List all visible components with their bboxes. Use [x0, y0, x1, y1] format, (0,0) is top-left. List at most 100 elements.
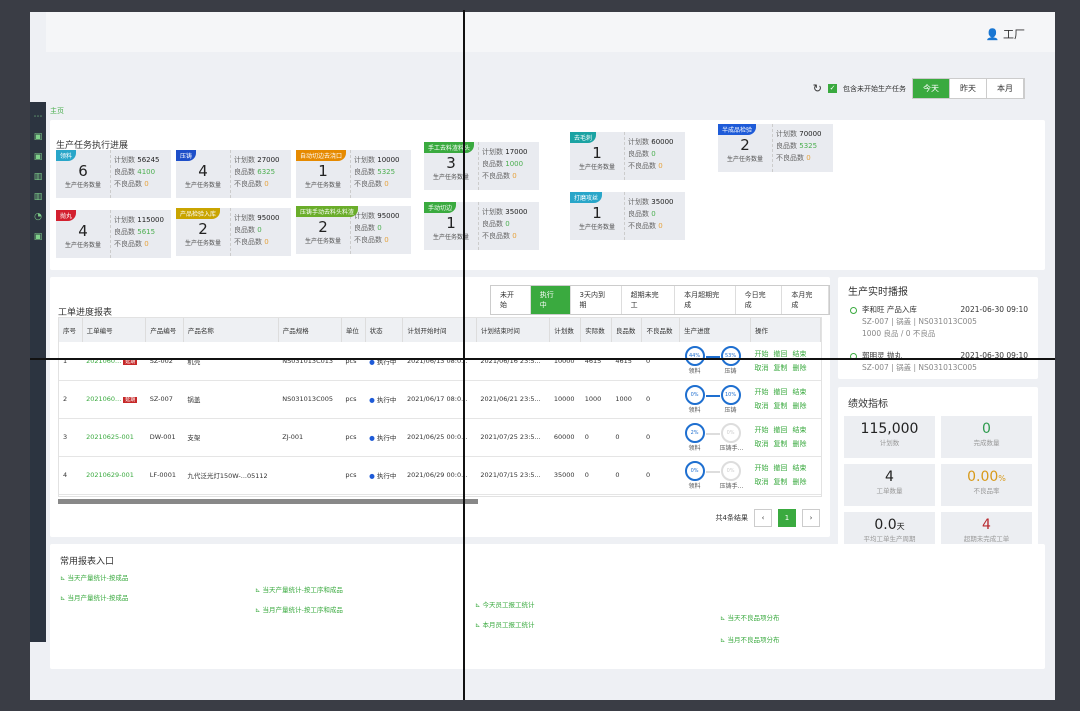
task-card[interactable]: 抛丸 4 生产任务数量 计划数 115000 良品数 5615 不良品数 0: [56, 210, 171, 258]
nav-icon-1[interactable]: ▣: [33, 132, 43, 142]
action-link[interactable]: 复制: [773, 440, 788, 448]
action-link[interactable]: 结束: [792, 464, 807, 472]
action-link[interactable]: 开始: [754, 464, 769, 472]
column-header[interactable]: 状态: [365, 318, 404, 342]
column-header[interactable]: 单位: [341, 318, 366, 342]
report-link[interactable]: ⊾ 当天不良品项分布: [720, 612, 780, 622]
column-header[interactable]: 产品名称: [183, 318, 279, 342]
action-link[interactable]: 取消: [754, 440, 769, 448]
clock-icon[interactable]: ◔: [34, 212, 42, 222]
action-link[interactable]: 删除: [792, 440, 807, 448]
breadcrumb[interactable]: 主页: [50, 107, 64, 115]
include-unstarted-checkbox[interactable]: ✓: [828, 84, 837, 93]
task-count-label: 生产任务数量: [432, 174, 469, 181]
code-text[interactable]: 2021060...: [86, 395, 122, 403]
tab-0[interactable]: 未开始: [491, 286, 531, 314]
code-text[interactable]: 2021060...: [86, 356, 122, 365]
task-card[interactable]: 产品检验入库 2 生产任务数量 计划数 95000 良品数 0 不良品数 0: [176, 208, 291, 256]
chart-icon: ⊾: [475, 601, 483, 609]
column-header[interactable]: 产品规格: [278, 318, 342, 342]
task-card[interactable]: 半成品检验 2 生产任务数量 计划数 70000 良品数 5325 不良品数 0: [718, 124, 833, 172]
report-link[interactable]: ⊾ 当月产量统计-按工序和成品: [255, 604, 343, 614]
action-link[interactable]: 复制: [773, 478, 788, 486]
good-text: 4615: [615, 356, 632, 365]
action-link[interactable]: 取消: [754, 478, 769, 486]
report-link[interactable]: ⊾ 当月产量统计-按成品: [60, 592, 128, 602]
action-link[interactable]: 复制: [773, 402, 788, 410]
action-link[interactable]: 结束: [792, 349, 807, 358]
column-header[interactable]: 实际数: [580, 318, 612, 342]
action-link[interactable]: 撤回: [773, 464, 788, 472]
column-header[interactable]: 产品编号: [145, 318, 184, 342]
period-2[interactable]: 本月: [987, 79, 1024, 98]
refresh-icon[interactable]: ↻: [812, 82, 822, 95]
period-1[interactable]: 昨天: [950, 79, 987, 98]
task-card[interactable]: 手工去料渣料头 3 生产任务数量 计划数 17000 良品数 1000 不良品数 0: [424, 142, 539, 190]
report-link[interactable]: ⊾ 当天产量统计-按成品: [60, 572, 128, 582]
cell-code[interactable]: 20210629-001: [82, 456, 146, 495]
task-card[interactable]: 领料 6 生产任务数量 计划数 56245 良品数 4100 不良品数 0: [56, 150, 171, 198]
period-0[interactable]: 今天: [913, 79, 950, 98]
action-link[interactable]: 结束: [792, 426, 807, 434]
kpi-value: 0.00: [967, 469, 999, 485]
report-link[interactable]: ⊾ 当月不良品项分布: [720, 634, 780, 644]
action-link[interactable]: 结束: [792, 388, 807, 396]
tab-4[interactable]: 本月超期完成: [675, 286, 736, 314]
column-header[interactable]: 操作: [750, 318, 821, 342]
step-name: 领料: [688, 444, 701, 452]
prev-page-button[interactable]: ‹: [754, 509, 772, 527]
end-text: 2021/06/21 23:5...: [480, 395, 541, 403]
tab-3[interactable]: 超期未完工: [622, 286, 676, 314]
column-header[interactable]: 良品数: [611, 318, 643, 342]
task-card[interactable]: 打磨攻丝 1 生产任务数量 计划数 35000 良品数 0 不良品数 0: [570, 192, 685, 240]
report-link[interactable]: ⊾ 本月员工报工统计: [475, 619, 535, 629]
column-header[interactable]: 计划数: [549, 318, 582, 342]
nav-icon-6[interactable]: ▣: [33, 232, 43, 242]
action-link[interactable]: 取消: [754, 402, 769, 410]
nav-icon-2[interactable]: ▣: [33, 152, 43, 162]
tab-1[interactable]: 执行中: [530, 286, 571, 314]
tab-5[interactable]: 今日完成: [736, 286, 783, 314]
column-header[interactable]: 序号: [59, 318, 83, 342]
action-link[interactable]: 撤回: [773, 426, 788, 434]
cell-code[interactable]: 20210625-001: [82, 418, 146, 457]
horizontal-scrollbar[interactable]: [58, 499, 478, 504]
column-header[interactable]: 工单编号: [82, 318, 147, 342]
code-text[interactable]: 20210629-001: [86, 471, 134, 479]
pcode-text: LF-0001: [149, 471, 176, 479]
cell-code[interactable]: 2021060... 延期: [82, 380, 146, 419]
nav-icon-3[interactable]: ▥: [33, 172, 43, 182]
action-link[interactable]: 开始: [754, 426, 769, 434]
feed-list[interactable]: 李和旺 产品入库 2021-06-30 09:10 SZ-007 | 锅盖 | NS…: [848, 304, 1028, 374]
page-1-button[interactable]: 1: [778, 509, 796, 527]
tab-2[interactable]: 3天内到期: [571, 286, 622, 314]
action-link[interactable]: 开始: [754, 349, 769, 358]
column-header[interactable]: 计划结束时间: [476, 318, 551, 342]
bad-value: 0: [144, 180, 149, 188]
user-menu[interactable]: 👤 工厂: [986, 26, 1025, 42]
code-text[interactable]: 20210625-001: [86, 433, 134, 441]
nav-icon-4[interactable]: ▥: [33, 192, 43, 202]
column-header[interactable]: 生产进度: [679, 318, 752, 342]
task-card[interactable]: 压铸手动去料头料渣 2 生产任务数量 计划数 95000 良品数 0 不良品数 0: [296, 206, 411, 254]
report-link[interactable]: ⊾ 今天员工报工统计: [475, 599, 535, 609]
next-page-button[interactable]: ›: [802, 509, 820, 527]
column-header[interactable]: 不良品数: [641, 318, 681, 342]
action-link[interactable]: 删除: [792, 402, 807, 410]
action-link[interactable]: 撤回: [773, 349, 788, 358]
task-card[interactable]: 压铸 4 生产任务数量 计划数 27000 良品数 6325 不良品数 0: [176, 150, 291, 198]
tab-6[interactable]: 本月完成: [782, 286, 829, 314]
task-card[interactable]: 自动切边去浇口 1 生产任务数量 计划数 10000 良品数 5325 不良品数 0: [296, 150, 411, 198]
column-header[interactable]: 计划开始时间: [402, 318, 477, 342]
action-link[interactable]: 撤回: [773, 388, 788, 396]
task-card[interactable]: 手动切边 1 生产任务数量 计划数 35000 良品数 0 不良品数 0: [424, 202, 539, 250]
action-link[interactable]: 取消: [754, 363, 769, 372]
cell-code[interactable]: 2021060... 延期: [82, 342, 146, 381]
action-link[interactable]: 删除: [792, 478, 807, 486]
report-link[interactable]: ⊾ 当天产量统计-按工序和成品: [255, 584, 343, 594]
action-link[interactable]: 删除: [792, 363, 807, 372]
task-card[interactable]: 去毛刺 1 生产任务数量 计划数 60000 良品数 0 不良品数 0: [570, 132, 685, 180]
action-link[interactable]: 复制: [773, 363, 788, 372]
action-link[interactable]: 开始: [754, 388, 769, 396]
menu-icon[interactable]: ⋯: [33, 112, 43, 122]
